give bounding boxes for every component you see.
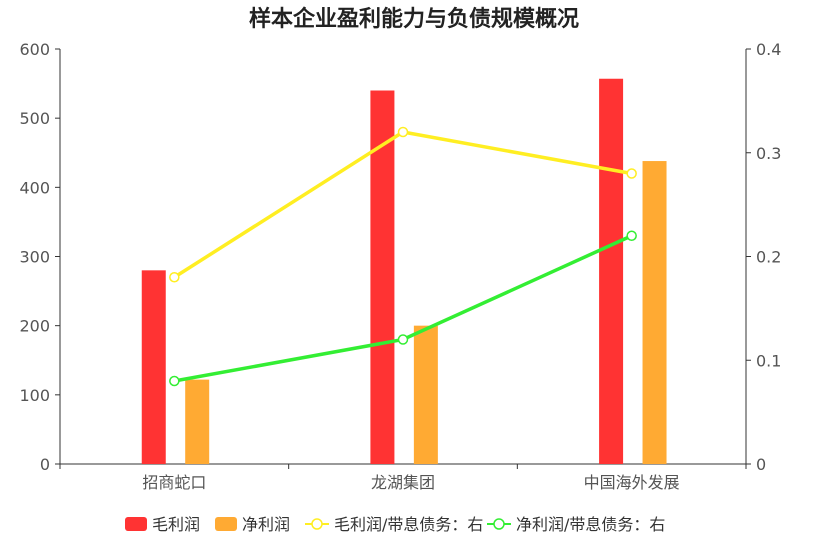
legend-marker xyxy=(493,518,505,530)
line-point-0[interactable] xyxy=(169,272,180,283)
x-tick-label: 招商蛇口 xyxy=(142,473,206,492)
line-point-0[interactable] xyxy=(626,168,637,179)
legend-swatch xyxy=(125,517,147,531)
chart-title: 样本企业盈利能力与负债规模概况 xyxy=(249,6,579,32)
bar-gross-profit[interactable] xyxy=(370,90,395,465)
left-tick-label: 200 xyxy=(19,317,50,336)
legend[interactable]: 毛利润 净利润 毛利润/带息债务：右 净利润/带息债务：右 xyxy=(125,515,665,534)
bar-gross-profit[interactable] xyxy=(141,270,166,464)
line-series-1[interactable] xyxy=(174,234,633,383)
right-tick-label: 0.1 xyxy=(756,351,781,370)
left-tick-label: 100 xyxy=(19,386,50,405)
legend-swatch xyxy=(215,517,237,531)
line-series-0[interactable] xyxy=(173,130,632,279)
legend-item-line-1[interactable]: 净利润/带息债务：右 xyxy=(487,515,665,534)
legend-item-bar-0[interactable]: 毛利润 xyxy=(125,515,200,534)
right-tick-label: 0.3 xyxy=(756,144,781,163)
bar-gross-profit[interactable] xyxy=(599,78,624,464)
legend-item-bar-1[interactable]: 净利润 xyxy=(215,515,290,534)
legend-item-line-0[interactable]: 毛利润/带息债务：右 xyxy=(305,515,483,534)
bar-net-profit[interactable] xyxy=(413,325,438,464)
x-tick-label: 中国海外发展 xyxy=(584,473,680,492)
line-point-1[interactable] xyxy=(397,334,409,345)
line-point-0[interactable] xyxy=(397,126,409,138)
legend-label: 净利润 xyxy=(242,515,290,534)
legend-marker xyxy=(311,518,323,530)
left-tick-label: 600 xyxy=(19,40,50,59)
legend-label: 净利润/带息债务：右 xyxy=(516,515,665,534)
right-tick-label: 0.2 xyxy=(756,248,781,267)
left-tick-label: 300 xyxy=(19,248,50,267)
lines-layer xyxy=(169,126,637,387)
left-tick-label: 500 xyxy=(19,109,50,128)
bars-layer xyxy=(141,78,667,465)
bar-net-profit[interactable] xyxy=(642,161,667,465)
right-tick-label: 0.4 xyxy=(756,40,781,59)
legend-label: 毛利润 xyxy=(152,515,200,534)
left-tick-label: 400 xyxy=(19,178,50,197)
right-tick-label: 0 xyxy=(756,455,766,474)
left-tick-label: 0 xyxy=(40,455,50,474)
x-tick-label: 龙湖集团 xyxy=(371,473,435,492)
legend-label: 毛利润/带息债务：右 xyxy=(334,515,483,534)
line-point-1[interactable] xyxy=(169,375,180,387)
line-point-1[interactable] xyxy=(626,230,637,241)
axes-layer: 0 100 200 300 400 500 600 0 0.1 0.2 0.3 0.4 招商蛇口 龙湖集团… xyxy=(19,40,781,492)
bar-net-profit[interactable] xyxy=(185,379,210,464)
